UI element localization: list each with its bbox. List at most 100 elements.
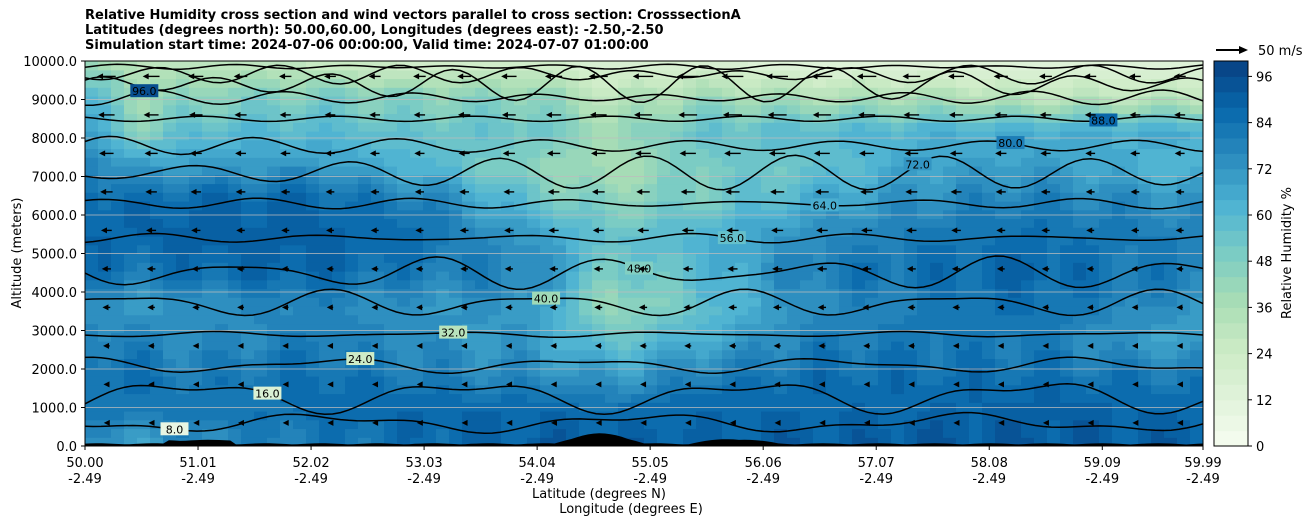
humidity-cell [436, 384, 450, 395]
humidity-cell [592, 166, 606, 176]
humidity-cell [527, 437, 541, 446]
humidity-cell [800, 428, 814, 438]
humidity-cell [813, 218, 827, 228]
humidity-cell [514, 314, 528, 325]
humidity-cell [527, 218, 541, 228]
humidity-cell [228, 323, 242, 333]
x-axis-label-2: Longitude (degrees E) [559, 502, 703, 517]
humidity-cell [813, 104, 827, 115]
humidity-cell [358, 174, 372, 185]
humidity-cell [761, 376, 775, 386]
humidity-cell [1008, 367, 1022, 377]
humidity-cell [384, 419, 398, 430]
wind-vector-head [459, 227, 466, 234]
humidity-cell [410, 419, 424, 430]
humidity-cell [891, 157, 905, 167]
humidity-cell [683, 288, 697, 298]
humidity-cell [1047, 358, 1061, 368]
humidity-cell [436, 157, 450, 167]
humidity-cell [891, 253, 905, 263]
x-tick-label-lat: 50.00 [66, 456, 103, 471]
humidity-cell [1125, 209, 1139, 220]
wind-vector-head [1041, 227, 1048, 234]
humidity-cell [449, 244, 463, 255]
humidity-cell [1151, 393, 1165, 403]
humidity-cell [605, 349, 619, 360]
humidity-cell [774, 96, 788, 106]
humidity-cell [1190, 411, 1203, 421]
humidity-cell [1164, 367, 1178, 377]
humidity-cell [683, 393, 697, 403]
humidity-cell [527, 271, 541, 281]
humidity-cell [124, 271, 138, 281]
humidity-cell [410, 122, 424, 132]
humidity-cell [826, 61, 840, 71]
humidity-cell [345, 209, 359, 220]
humidity-cell [618, 376, 632, 386]
humidity-cell [345, 402, 359, 412]
humidity-cell [605, 419, 619, 430]
humidity-cell [332, 428, 346, 438]
humidity-cell [1099, 271, 1113, 281]
humidity-cell [618, 227, 632, 237]
wind-vector-head [504, 265, 511, 272]
humidity-cell [969, 131, 983, 141]
humidity-cell [592, 288, 606, 298]
humidity-cell [1034, 402, 1048, 412]
humidity-cell [215, 279, 229, 290]
wind-vector-head [324, 111, 331, 118]
wind-vector-head [1129, 73, 1136, 80]
humidity-cell [982, 157, 996, 167]
humidity-cell [163, 192, 177, 202]
humidity-cell [1034, 393, 1048, 403]
humidity-cell [592, 253, 606, 263]
humidity-cell [917, 69, 931, 80]
wind-vector-head [684, 342, 691, 349]
humidity-cell [397, 279, 411, 290]
humidity-cell [436, 236, 450, 246]
humidity-cell [85, 349, 99, 360]
humidity-cell [137, 122, 151, 132]
humidity-cell [371, 166, 385, 176]
humidity-cell [813, 279, 827, 290]
humidity-cell [982, 104, 996, 115]
humidity-cell [527, 349, 541, 360]
humidity-cell [163, 297, 177, 307]
humidity-cell [501, 131, 515, 141]
humidity-cell [111, 428, 125, 438]
humidity-cell [293, 201, 307, 211]
humidity-cell [1099, 288, 1113, 298]
humidity-cell [475, 148, 489, 158]
wind-vector-head [458, 150, 465, 157]
humidity-cell [319, 411, 333, 421]
humidity-cell [904, 271, 918, 281]
humidity-cell [176, 349, 190, 360]
humidity-cell [839, 113, 853, 123]
humidity-cell [1034, 271, 1048, 281]
humidity-cell [449, 192, 463, 202]
humidity-cell [514, 183, 528, 193]
humidity-cell [1073, 314, 1087, 325]
wind-vector-head [815, 188, 822, 195]
contour-label-bg [160, 422, 189, 436]
humidity-cell [839, 157, 853, 167]
humidity-cell [930, 376, 944, 386]
humidity-cell [592, 306, 606, 316]
wind-vector-head [813, 150, 820, 157]
humidity-cell [462, 332, 476, 342]
humidity-cell [709, 166, 723, 176]
humidity-cell [826, 332, 840, 342]
humidity-cell [215, 218, 229, 228]
humidity-cell [553, 218, 567, 228]
humidity-cell [813, 393, 827, 403]
humidity-cell [124, 157, 138, 167]
wind-vector-head [863, 342, 870, 349]
humidity-cell [618, 288, 632, 298]
humidity-cell [371, 367, 385, 377]
humidity-cell [891, 174, 905, 185]
wind-vector-head [371, 304, 378, 311]
humidity-cell [423, 279, 437, 290]
humidity-cell [683, 279, 697, 290]
humidity-cell [579, 78, 593, 88]
humidity-cell [1177, 332, 1191, 342]
